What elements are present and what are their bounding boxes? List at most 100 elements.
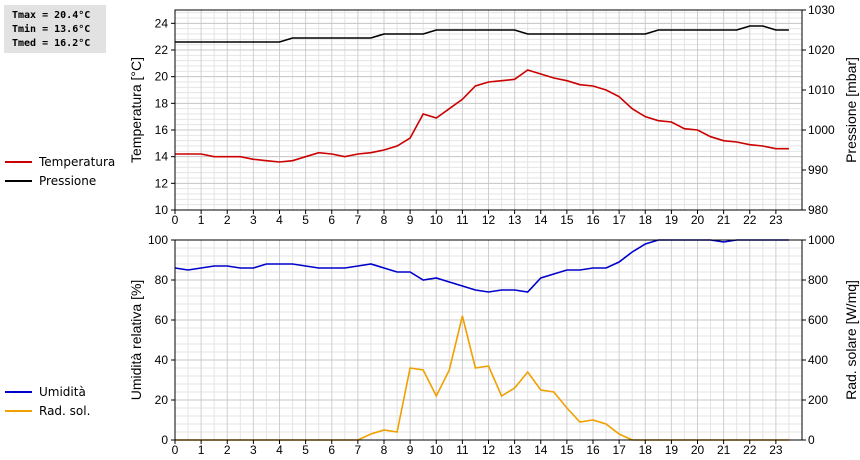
x-tick-label: 22	[743, 213, 757, 227]
series-line-0	[175, 69, 789, 163]
x-tick-label: 2	[224, 213, 231, 227]
x-tick-label: 7	[355, 213, 362, 227]
x-tick-label: 4	[276, 213, 283, 227]
y-left-tick-label: 20	[155, 70, 169, 84]
x-tick-label: 17	[612, 213, 626, 227]
x-tick-label: 11	[456, 443, 469, 457]
x-tick-label: 13	[508, 213, 522, 227]
x-tick-label: 6	[328, 443, 335, 457]
y-right-axis-label: Pressione [mbar]	[843, 57, 859, 163]
y-left-tick-label: 14	[155, 150, 169, 164]
x-tick-label: 22	[743, 443, 757, 457]
legend-item: Pressione	[5, 171, 115, 190]
x-tick-label: 10	[430, 213, 444, 227]
y-left-tick-label: 24	[155, 16, 169, 30]
y-right-tick-label: 1020	[808, 43, 835, 57]
x-tick-label: 12	[482, 443, 496, 457]
x-tick-label: 14	[534, 443, 548, 457]
y-left-axis-label: Umidità relativa [%]	[128, 280, 144, 401]
chart-panel-top: 0 1 2 3 4 5 6 7 8 9 10 11 12 13 14 15 16 17 18 19 20 21 22 2310…	[128, 3, 859, 227]
x-tick-label: 8	[381, 213, 388, 227]
y-right-tick-label: 1000	[808, 123, 835, 137]
x-tick-label: 14	[534, 213, 548, 227]
x-tick-label: 5	[302, 443, 309, 457]
y-right-axis-label: Rad. solare [W/mq]	[843, 280, 859, 400]
x-tick-label: 2	[224, 443, 231, 457]
stats-box: Tmax = 20.4°C Tmin = 13.6°C Tmed = 16.2°…	[4, 5, 106, 53]
y-left-tick-label: 100	[148, 233, 168, 247]
y-right-tick-label: 400	[808, 353, 828, 367]
x-tick-label: 18	[639, 443, 653, 457]
stat-tmin: Tmin = 13.6°C	[12, 24, 91, 35]
y-left-tick-label: 18	[155, 96, 169, 110]
stat-tmed: Tmed = 16.2°C	[12, 38, 91, 49]
legend-swatch	[5, 409, 32, 412]
x-tick-label: 17	[612, 443, 626, 457]
x-tick-label: 16	[586, 443, 600, 457]
x-tick-label: 9	[407, 213, 414, 227]
x-tick-label: 12	[482, 213, 496, 227]
y-right-tick-label: 1000	[808, 233, 835, 247]
x-tick-label: 10	[430, 443, 444, 457]
x-tick-label: 19	[665, 213, 679, 227]
y-right-tick-label: 1030	[808, 3, 835, 17]
y-left-tick-label: 12	[155, 176, 169, 190]
x-tick-label: 19	[665, 443, 679, 457]
y-left-tick-label: 40	[155, 353, 169, 367]
x-tick-label: 6	[328, 213, 335, 227]
x-tick-label: 15	[560, 443, 574, 457]
x-tick-label: 23	[769, 443, 783, 457]
y-left-tick-label: 0	[161, 433, 168, 447]
x-tick-label: 3	[250, 213, 257, 227]
x-tick-label: 4	[276, 443, 283, 457]
x-tick-label: 16	[586, 213, 600, 227]
x-tick-label: 5	[302, 213, 309, 227]
x-tick-label: 1	[198, 213, 205, 227]
y-right-tick-label: 800	[808, 273, 828, 287]
y-left-tick-label: 10	[155, 203, 169, 217]
y-right-tick-label: 200	[808, 393, 828, 407]
y-left-tick-label: 16	[155, 123, 169, 137]
y-left-tick-label: 20	[155, 393, 169, 407]
legend-swatch	[5, 390, 32, 393]
series-line-1	[175, 315, 789, 441]
y-left-tick-label: 22	[155, 43, 169, 57]
legend-swatch	[5, 160, 32, 163]
x-tick-label: 21	[717, 443, 731, 457]
legend-swatch	[5, 179, 32, 182]
x-tick-label: 20	[691, 213, 705, 227]
x-tick-label: 3	[250, 443, 257, 457]
x-tick-label: 9	[407, 443, 414, 457]
x-tick-label: 0	[172, 213, 179, 227]
legend-label: Pressione	[39, 173, 97, 188]
chart-panel-bottom: 0 1 2 3 4 5 6 7 8 9 10 11 12 13 14 15 16 17 18 19 20 21 22 2302…	[128, 233, 859, 457]
y-right-tick-label: 980	[808, 203, 828, 217]
legend-label: Rad. sol.	[39, 403, 91, 418]
x-tick-label: 1	[198, 443, 205, 457]
x-tick-label: 11	[456, 213, 469, 227]
y-left-tick-label: 60	[155, 313, 169, 327]
x-tick-label: 20	[691, 443, 705, 457]
stat-tmax: Tmax = 20.4°C	[12, 10, 91, 21]
x-tick-label: 21	[717, 213, 731, 227]
legend-label: Temperatura	[39, 154, 116, 169]
y-left-tick-label: 80	[155, 273, 169, 287]
x-tick-label: 18	[639, 213, 653, 227]
y-right-tick-label: 0	[808, 433, 815, 447]
legend-bottom: Umidità Rad. sol.	[5, 382, 90, 420]
series-line-1	[175, 25, 789, 43]
y-right-tick-label: 990	[808, 163, 828, 177]
legend-item: Rad. sol.	[5, 401, 90, 420]
x-tick-label: 15	[560, 213, 574, 227]
legend-item: Temperatura	[5, 152, 115, 171]
legend-top: Temperatura Pressione	[5, 152, 115, 190]
y-right-tick-label: 1010	[808, 83, 835, 97]
x-tick-label: 8	[381, 443, 388, 457]
x-tick-label: 7	[355, 443, 362, 457]
x-tick-label: 13	[508, 443, 522, 457]
y-left-axis-label: Temperatura [°C]	[128, 57, 144, 163]
y-right-tick-label: 600	[808, 313, 828, 327]
x-tick-label: 0	[172, 443, 179, 457]
x-tick-label: 23	[769, 213, 783, 227]
